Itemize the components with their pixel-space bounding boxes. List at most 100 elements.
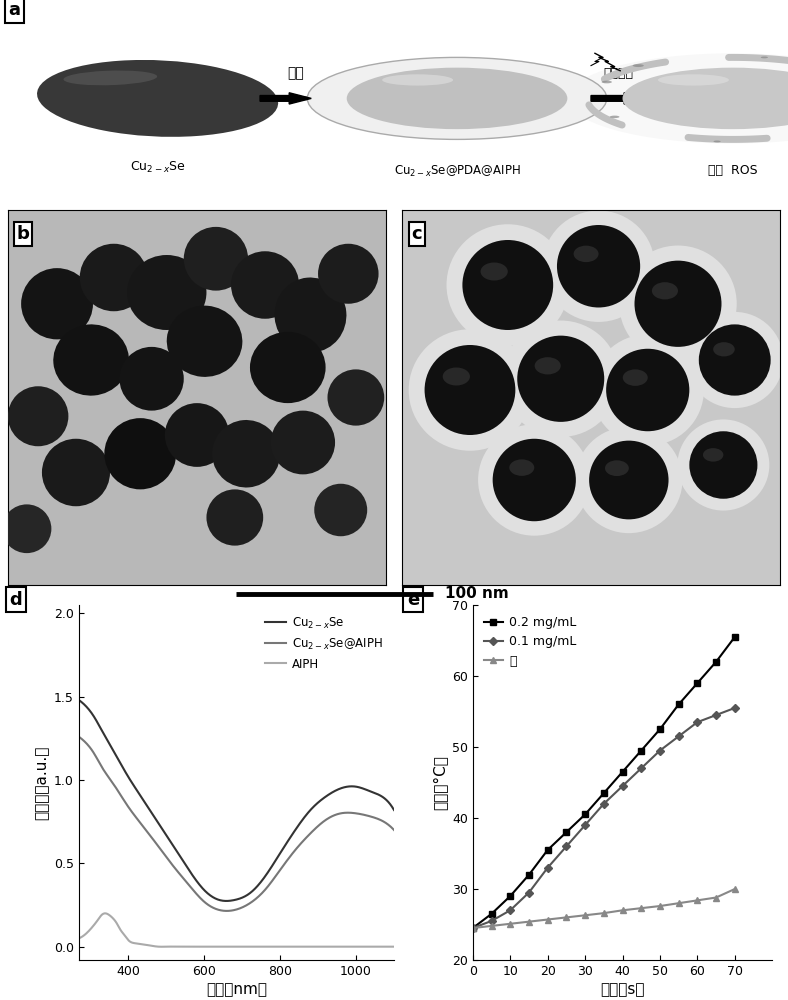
Text: b: b bbox=[17, 225, 29, 243]
Text: 近红外光: 近红外光 bbox=[604, 67, 634, 80]
AIPH bbox=[246, 941, 255, 953]
0.2 mg/mL bbox=[487, 908, 496, 920]
Text: 100 nm: 100 nm bbox=[445, 586, 509, 601]
AIPH bbox=[157, 941, 166, 953]
0.1 mg/mL bbox=[524, 887, 533, 899]
Ellipse shape bbox=[623, 68, 788, 129]
Ellipse shape bbox=[307, 57, 607, 139]
0.2 mg/mL bbox=[505, 890, 515, 902]
Line: 水: 水 bbox=[470, 886, 738, 931]
Ellipse shape bbox=[589, 441, 668, 519]
Cu$_{2-x}$Se bbox=[382, 795, 392, 807]
AIPH bbox=[333, 941, 343, 953]
0.2 mg/mL bbox=[599, 787, 608, 799]
Ellipse shape bbox=[575, 427, 682, 533]
Ellipse shape bbox=[686, 312, 783, 408]
0.2 mg/mL bbox=[618, 766, 627, 778]
0.2 mg/mL bbox=[562, 826, 571, 838]
0.1 mg/mL bbox=[487, 915, 496, 927]
Ellipse shape bbox=[37, 60, 278, 137]
0.1 mg/mL bbox=[712, 709, 721, 721]
Cu$_{2-x}$Se bbox=[226, 895, 236, 907]
AIPH bbox=[227, 941, 236, 953]
Ellipse shape bbox=[447, 224, 569, 346]
Ellipse shape bbox=[633, 64, 644, 67]
Line: 0.1 mg/mL: 0.1 mg/mL bbox=[470, 705, 738, 931]
Cu$_{2-x}$Se@AIPH bbox=[382, 818, 392, 830]
0.2 mg/mL bbox=[543, 844, 552, 856]
Ellipse shape bbox=[567, 53, 788, 143]
Ellipse shape bbox=[557, 225, 640, 308]
水 bbox=[693, 894, 702, 906]
Text: e: e bbox=[407, 591, 419, 609]
Cu$_{2-x}$Se bbox=[389, 804, 399, 816]
水 bbox=[712, 892, 721, 904]
Ellipse shape bbox=[42, 439, 110, 506]
水 bbox=[468, 922, 478, 934]
0.2 mg/mL bbox=[580, 808, 589, 820]
Ellipse shape bbox=[127, 255, 206, 330]
0.1 mg/mL bbox=[505, 904, 515, 916]
水 bbox=[637, 902, 646, 914]
Ellipse shape bbox=[64, 71, 157, 85]
0.2 mg/mL bbox=[656, 723, 665, 735]
Ellipse shape bbox=[347, 68, 567, 129]
Ellipse shape bbox=[104, 418, 177, 489]
Ellipse shape bbox=[271, 411, 335, 474]
Cu$_{2-x}$Se@AIPH bbox=[333, 808, 343, 820]
X-axis label: 波长（nm）: 波长（nm） bbox=[206, 982, 267, 997]
0.1 mg/mL bbox=[468, 922, 478, 934]
Ellipse shape bbox=[382, 74, 453, 86]
Text: Cu$_{2-x}$Se: Cu$_{2-x}$Se bbox=[130, 160, 185, 175]
Cu$_{2-x}$Se@AIPH bbox=[225, 905, 234, 917]
0.2 mg/mL bbox=[712, 656, 721, 668]
Cu$_{2-x}$Se bbox=[333, 784, 343, 796]
Ellipse shape bbox=[592, 334, 704, 446]
FancyArrow shape bbox=[591, 93, 646, 104]
Cu$_{2-x}$Se@AIPH bbox=[74, 731, 84, 743]
0.2 mg/mL bbox=[674, 698, 683, 710]
Ellipse shape bbox=[713, 342, 734, 356]
0.1 mg/mL bbox=[656, 745, 665, 757]
0.1 mg/mL bbox=[674, 730, 683, 742]
Y-axis label: 吸光度（a.u.）: 吸光度（a.u.） bbox=[35, 745, 50, 820]
水 bbox=[505, 918, 515, 930]
Ellipse shape bbox=[605, 460, 629, 476]
Ellipse shape bbox=[481, 262, 507, 280]
Ellipse shape bbox=[443, 367, 470, 385]
Ellipse shape bbox=[492, 439, 576, 521]
水 bbox=[562, 911, 571, 923]
Ellipse shape bbox=[502, 321, 619, 437]
Text: 释放  ROS: 释放 ROS bbox=[708, 164, 757, 177]
AIPH bbox=[263, 941, 273, 953]
Text: a: a bbox=[8, 1, 20, 19]
水 bbox=[656, 900, 665, 912]
Ellipse shape bbox=[658, 74, 729, 86]
0.1 mg/mL bbox=[637, 762, 646, 774]
Ellipse shape bbox=[120, 347, 184, 411]
Ellipse shape bbox=[206, 489, 263, 546]
0.1 mg/mL bbox=[618, 780, 627, 792]
水 bbox=[618, 904, 627, 916]
Ellipse shape bbox=[80, 244, 148, 311]
Legend: Cu$_{2-x}$Se, Cu$_{2-x}$Se@AIPH, AIPH: Cu$_{2-x}$Se, Cu$_{2-x}$Se@AIPH, AIPH bbox=[261, 611, 388, 675]
AIPH bbox=[225, 941, 235, 953]
0.1 mg/mL bbox=[543, 862, 552, 874]
Ellipse shape bbox=[212, 420, 281, 488]
0.2 mg/mL bbox=[468, 922, 478, 934]
Ellipse shape bbox=[623, 369, 648, 386]
Ellipse shape bbox=[54, 324, 129, 396]
Text: d: d bbox=[9, 591, 22, 609]
0.2 mg/mL bbox=[730, 631, 739, 643]
Ellipse shape bbox=[713, 141, 721, 142]
Text: Cu$_{2-x}$Se@PDA@AIPH: Cu$_{2-x}$Se@PDA@AIPH bbox=[393, 164, 521, 179]
Ellipse shape bbox=[690, 431, 757, 499]
X-axis label: 时间（s）: 时间（s） bbox=[600, 982, 645, 997]
Y-axis label: 温度（°C）: 温度（°C） bbox=[433, 755, 448, 810]
Cu$_{2-x}$Se bbox=[225, 895, 234, 907]
Ellipse shape bbox=[517, 336, 604, 422]
Text: c: c bbox=[411, 225, 422, 243]
Ellipse shape bbox=[478, 424, 590, 536]
Cu$_{2-x}$Se@AIPH bbox=[226, 905, 236, 917]
Ellipse shape bbox=[8, 386, 69, 446]
